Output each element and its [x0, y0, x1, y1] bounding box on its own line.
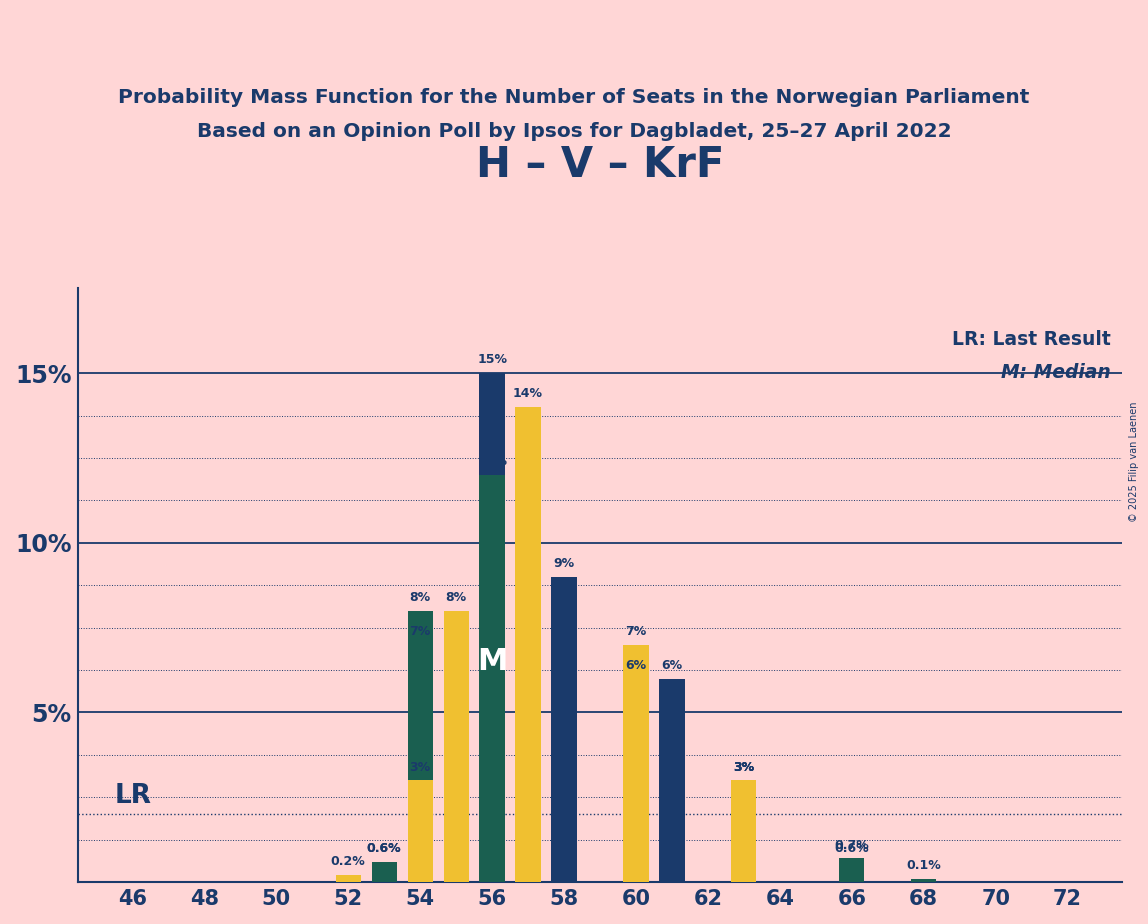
Text: 12%: 12% — [478, 456, 507, 468]
Text: 0.6%: 0.6% — [835, 842, 869, 855]
Bar — [408, 645, 433, 882]
Bar — [480, 373, 505, 882]
Text: 15%: 15% — [478, 354, 507, 367]
Text: M: M — [476, 647, 507, 676]
Text: 8%: 8% — [445, 591, 467, 604]
Bar — [551, 577, 576, 882]
Bar — [623, 678, 649, 882]
Text: 7%: 7% — [410, 625, 430, 638]
Text: 3%: 3% — [734, 760, 754, 773]
Text: 6%: 6% — [661, 659, 682, 672]
Text: 0.7%: 0.7% — [835, 838, 869, 852]
Title: H – V – KrF: H – V – KrF — [475, 144, 724, 187]
Text: 6%: 6% — [626, 659, 646, 672]
Text: 14%: 14% — [513, 387, 543, 400]
Bar — [372, 862, 397, 882]
Bar — [335, 875, 360, 882]
Text: 0.6%: 0.6% — [367, 842, 402, 855]
Text: 3%: 3% — [734, 760, 754, 773]
Bar — [408, 780, 433, 882]
Bar — [731, 780, 757, 882]
Text: LR: Last Result: LR: Last Result — [953, 330, 1111, 349]
Text: Probability Mass Function for the Number of Seats in the Norwegian Parliament: Probability Mass Function for the Number… — [118, 88, 1030, 107]
Text: 7%: 7% — [626, 625, 646, 638]
Bar — [731, 780, 757, 882]
Bar — [623, 645, 649, 882]
Bar — [659, 678, 684, 882]
Bar — [372, 862, 397, 882]
Bar — [480, 475, 505, 882]
Bar — [839, 858, 864, 882]
Text: 8%: 8% — [410, 591, 430, 604]
Text: LR: LR — [115, 784, 152, 809]
Bar — [515, 407, 541, 882]
Bar — [408, 611, 433, 882]
Bar — [731, 780, 757, 882]
Text: 0.1%: 0.1% — [906, 859, 941, 872]
Bar — [912, 879, 937, 882]
Text: 3%: 3% — [734, 760, 754, 773]
Text: 3%: 3% — [410, 760, 430, 773]
Bar — [839, 862, 864, 882]
Text: 0.2%: 0.2% — [331, 856, 365, 869]
Text: M: Median: M: Median — [1001, 362, 1111, 382]
Text: 0.6%: 0.6% — [367, 842, 402, 855]
Text: © 2025 Filip van Laenen: © 2025 Filip van Laenen — [1128, 402, 1139, 522]
Text: Based on an Opinion Poll by Ipsos for Dagbladet, 25–27 April 2022: Based on an Opinion Poll by Ipsos for Da… — [196, 122, 952, 141]
Bar — [443, 611, 468, 882]
Text: 9%: 9% — [553, 557, 575, 570]
